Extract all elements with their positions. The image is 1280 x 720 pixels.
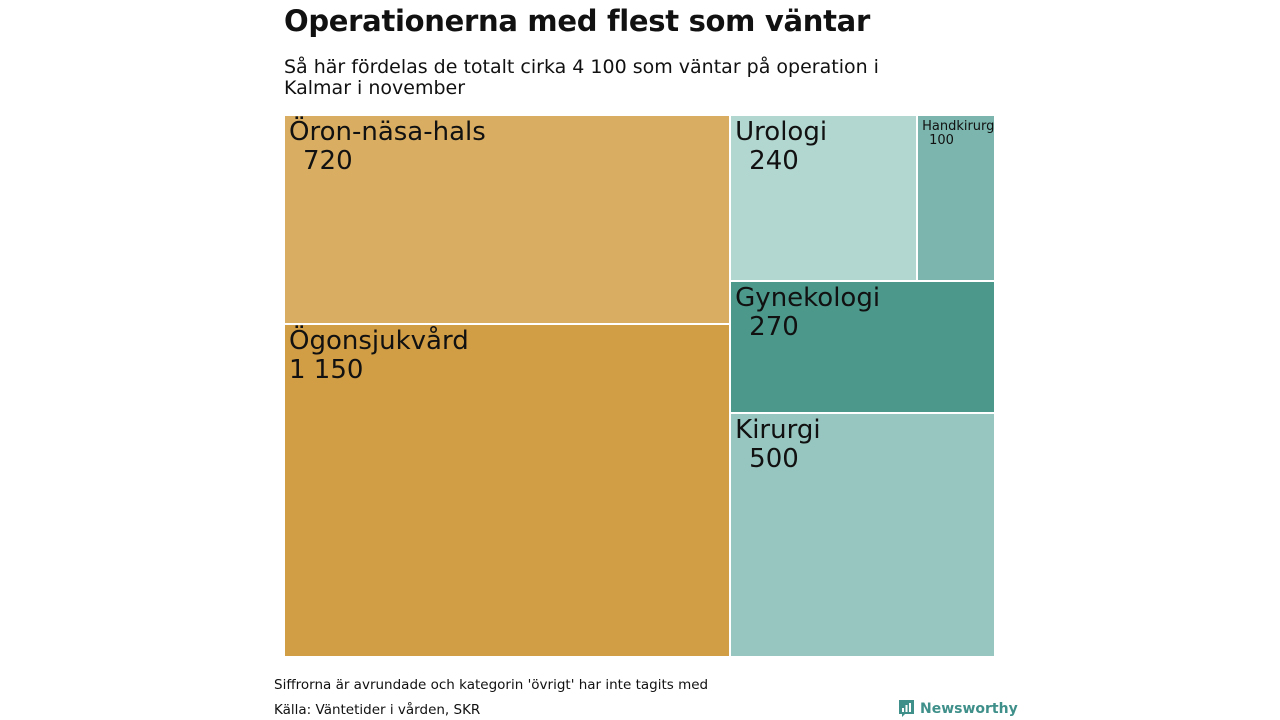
cell-label-value: 270 [749,312,799,343]
treemap-cell-urologi: Urologi 240 [730,115,918,282]
cell-label-name: Urologi [735,117,828,147]
treemap-cell-kirurgi: Kirurgi 500 [730,412,995,657]
cell-label-value: 240 [749,146,799,176]
cell-label-value: 500 [749,443,799,474]
brand-name: Newsworthy [920,700,1018,717]
treemap-cell-handkirurgi: Handkirurgi 100 [917,115,995,282]
cell-label-value: 100 [929,133,954,148]
treemap-cell-oron-nasa-hals: Öron-näsa-hals 720 [284,115,731,324]
source-note: Källa: Väntetider i vården, SKR [274,702,481,718]
treemap-cell-gynekologi: Gynekologi 270 [730,281,995,413]
cell-label-value: 720 [303,146,353,176]
cell-label-name: Ögonsjukvård [289,325,469,356]
treemap-cell-ogonsjukvard: Ögonsjukvård 1 150 [284,323,731,657]
chart-subtitle: Så här fördelas de totalt cirka 4 100 so… [284,56,879,99]
cell-label-name: Gynekologi [735,283,881,314]
cell-label-name: Öron-näsa-hals [289,117,486,147]
newsworthy-logo-icon [899,700,914,717]
cell-label-name: Kirurgi [735,414,821,445]
cell-label-value: 1 150 [289,354,364,385]
brand-logo: Newsworthy [898,699,1018,718]
treemap-chart: Öron-näsa-hals 720 Ögonsjukvård 1 150 Urolog… [284,115,995,657]
chart-title: Operationerna med flest som väntar [284,4,870,38]
footnote: Siffrorna är avrundade och kategorin 'öv… [274,677,709,693]
cell-label-name: Handkirurgi [922,119,995,134]
